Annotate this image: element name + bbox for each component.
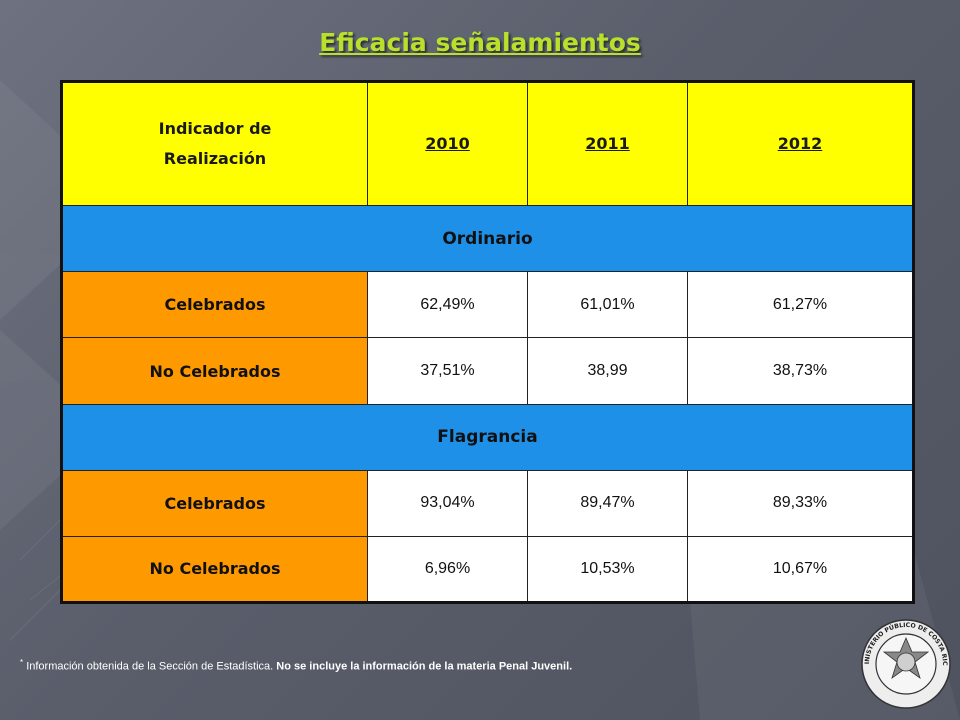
row-label: Celebrados xyxy=(61,271,368,339)
cell-value: 89,47% xyxy=(527,469,688,537)
cell-value: 61,01% xyxy=(527,271,688,339)
header-indicator: Indicador de Realización xyxy=(61,80,368,207)
table-row: Celebrados 62,49% 61,01% 61,27% xyxy=(61,271,914,339)
page-title: Eficacia señalamientos xyxy=(319,28,641,57)
section-row-flagrancia: Flagrancia xyxy=(61,403,914,471)
cell-value: 38,99 xyxy=(527,337,688,405)
arrow-decoration xyxy=(0,330,110,530)
cell-value: 38,73% xyxy=(687,337,914,405)
footnote-marker: * xyxy=(20,658,24,667)
cell-value: 62,49% xyxy=(367,271,528,339)
section-title: Ordinario xyxy=(61,205,914,273)
footnote-note: No se incluye la información de la mater… xyxy=(276,660,573,673)
footnote: * Información obtenida de la Sección de … xyxy=(20,658,572,673)
cell-value: 93,04% xyxy=(367,469,528,537)
header-year-2011: 2011 xyxy=(527,80,688,207)
cell-value: 10,53% xyxy=(527,535,688,604)
table-header-row: Indicador de Realización 2010 2011 2012 xyxy=(61,80,914,207)
cell-value: 10,67% xyxy=(687,535,914,604)
row-label: Celebrados xyxy=(61,469,368,537)
header-year-2010: 2010 xyxy=(367,80,528,207)
header-year-2012: 2012 xyxy=(687,80,914,207)
cell-value: 61,27% xyxy=(687,271,914,339)
table-row: Celebrados 93,04% 89,47% 89,33% xyxy=(61,469,914,537)
section-row-ordinario: Ordinario xyxy=(61,205,914,273)
cell-value: 89,33% xyxy=(687,469,914,537)
seal-emblem: MINISTERIO PÚBLICO DE COSTA RICA xyxy=(860,618,951,709)
cell-value: 37,51% xyxy=(367,337,528,405)
table-row: No Celebrados 37,51% 38,99 38,73% xyxy=(61,337,914,405)
table-row: No Celebrados 6,96% 10,53% 10,67% xyxy=(61,535,914,604)
results-table: Indicador de Realización 2010 2011 2012 … xyxy=(60,80,915,604)
section-title: Flagrancia xyxy=(61,403,914,471)
footnote-source: Información obtenida de la Sección de Es… xyxy=(26,660,274,673)
row-label: No Celebrados xyxy=(61,337,368,405)
cell-value: 6,96% xyxy=(367,535,528,604)
row-label: No Celebrados xyxy=(61,535,368,604)
